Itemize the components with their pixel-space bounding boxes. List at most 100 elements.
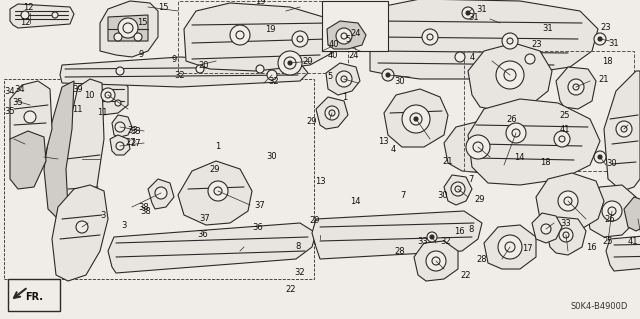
Polygon shape bbox=[546, 217, 586, 255]
Text: 19: 19 bbox=[255, 0, 266, 5]
Circle shape bbox=[116, 67, 124, 75]
Polygon shape bbox=[108, 223, 316, 273]
Polygon shape bbox=[108, 15, 148, 41]
Text: 28: 28 bbox=[476, 255, 486, 263]
Text: 20: 20 bbox=[198, 61, 209, 70]
Circle shape bbox=[278, 51, 302, 75]
Polygon shape bbox=[112, 115, 132, 137]
Circle shape bbox=[507, 38, 513, 44]
Circle shape bbox=[525, 54, 535, 64]
Circle shape bbox=[101, 88, 115, 102]
Circle shape bbox=[621, 126, 627, 132]
Polygon shape bbox=[604, 71, 640, 191]
Polygon shape bbox=[316, 97, 348, 129]
Text: 3: 3 bbox=[100, 211, 106, 219]
Text: 32: 32 bbox=[268, 77, 278, 85]
Circle shape bbox=[341, 76, 347, 82]
Circle shape bbox=[325, 106, 339, 120]
Circle shape bbox=[573, 84, 579, 90]
Text: 33: 33 bbox=[130, 127, 141, 136]
Text: 20: 20 bbox=[302, 56, 312, 65]
Polygon shape bbox=[10, 81, 52, 167]
Circle shape bbox=[123, 23, 133, 33]
Circle shape bbox=[208, 181, 228, 201]
Circle shape bbox=[512, 129, 520, 137]
Text: 41: 41 bbox=[559, 125, 570, 134]
Polygon shape bbox=[606, 231, 640, 271]
Text: 31: 31 bbox=[468, 13, 479, 22]
Text: 12: 12 bbox=[20, 18, 31, 27]
Circle shape bbox=[114, 33, 122, 41]
Polygon shape bbox=[444, 175, 472, 205]
Circle shape bbox=[432, 257, 440, 265]
Polygon shape bbox=[88, 77, 128, 115]
Polygon shape bbox=[484, 225, 536, 269]
Circle shape bbox=[466, 135, 490, 159]
Polygon shape bbox=[148, 179, 174, 209]
Text: 31: 31 bbox=[543, 24, 553, 33]
Text: 15: 15 bbox=[137, 18, 147, 27]
Text: 22: 22 bbox=[285, 285, 296, 293]
Text: 31: 31 bbox=[476, 4, 486, 13]
Text: 8: 8 bbox=[468, 225, 474, 234]
Circle shape bbox=[608, 207, 616, 215]
Bar bbox=[464, 51, 634, 171]
Circle shape bbox=[341, 33, 347, 39]
Text: 28: 28 bbox=[394, 247, 404, 256]
Polygon shape bbox=[10, 131, 46, 189]
Text: 1: 1 bbox=[342, 93, 348, 101]
Text: S0K4-B4900D: S0K4-B4900D bbox=[571, 302, 628, 311]
Circle shape bbox=[76, 221, 88, 233]
Polygon shape bbox=[532, 213, 562, 243]
Text: 23: 23 bbox=[600, 23, 611, 32]
Circle shape bbox=[414, 117, 418, 121]
Circle shape bbox=[506, 123, 526, 143]
Text: 29: 29 bbox=[310, 216, 320, 225]
Text: 8: 8 bbox=[295, 242, 300, 251]
Polygon shape bbox=[326, 63, 360, 95]
Circle shape bbox=[568, 79, 584, 95]
Circle shape bbox=[455, 186, 461, 192]
Text: 13: 13 bbox=[378, 137, 388, 145]
Circle shape bbox=[236, 31, 244, 39]
Text: 9: 9 bbox=[172, 55, 177, 63]
Text: 25: 25 bbox=[559, 111, 570, 120]
Text: 13: 13 bbox=[315, 177, 325, 186]
Circle shape bbox=[473, 142, 483, 152]
Circle shape bbox=[427, 232, 437, 242]
Circle shape bbox=[402, 105, 430, 133]
Polygon shape bbox=[586, 185, 638, 237]
Polygon shape bbox=[414, 241, 458, 281]
Text: 35: 35 bbox=[4, 107, 15, 115]
Text: 14: 14 bbox=[514, 152, 525, 161]
Text: 9: 9 bbox=[138, 50, 143, 59]
Circle shape bbox=[558, 191, 578, 211]
Text: 35: 35 bbox=[13, 98, 23, 107]
Text: 38: 38 bbox=[141, 207, 151, 216]
Circle shape bbox=[284, 57, 296, 69]
Circle shape bbox=[426, 251, 446, 271]
Text: 18: 18 bbox=[602, 56, 612, 65]
Circle shape bbox=[115, 100, 121, 106]
Circle shape bbox=[196, 65, 204, 73]
Text: 24: 24 bbox=[351, 29, 361, 38]
Polygon shape bbox=[44, 81, 74, 219]
Circle shape bbox=[564, 197, 572, 205]
Circle shape bbox=[559, 136, 565, 142]
Circle shape bbox=[462, 7, 474, 19]
Text: 14: 14 bbox=[351, 197, 361, 206]
Text: 37: 37 bbox=[200, 214, 210, 223]
Text: 26: 26 bbox=[507, 115, 517, 124]
Text: 30: 30 bbox=[438, 191, 448, 200]
Polygon shape bbox=[60, 79, 104, 231]
Circle shape bbox=[256, 65, 264, 73]
Circle shape bbox=[422, 29, 438, 45]
Polygon shape bbox=[178, 161, 252, 225]
Circle shape bbox=[230, 25, 250, 45]
Circle shape bbox=[336, 28, 352, 44]
Bar bbox=[322, 1, 388, 51]
Bar bbox=[178, 1, 348, 73]
Text: 5: 5 bbox=[328, 72, 333, 81]
Text: 40: 40 bbox=[329, 40, 339, 48]
Circle shape bbox=[297, 36, 303, 42]
